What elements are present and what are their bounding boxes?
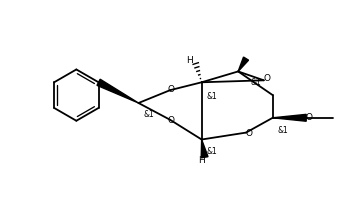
- Polygon shape: [273, 114, 306, 121]
- Text: O: O: [263, 74, 270, 83]
- Text: O: O: [167, 116, 174, 125]
- Text: &1: &1: [278, 126, 289, 135]
- Polygon shape: [97, 79, 139, 103]
- Polygon shape: [201, 139, 208, 158]
- Text: &1: &1: [207, 92, 217, 101]
- Text: H: H: [186, 56, 193, 65]
- Text: &1: &1: [251, 78, 262, 87]
- Text: &1: &1: [144, 110, 154, 119]
- Text: &1: &1: [207, 147, 217, 156]
- Text: H: H: [198, 156, 205, 165]
- Text: O: O: [306, 113, 313, 122]
- Polygon shape: [238, 57, 249, 71]
- Text: O: O: [167, 85, 174, 94]
- Text: O: O: [245, 129, 252, 138]
